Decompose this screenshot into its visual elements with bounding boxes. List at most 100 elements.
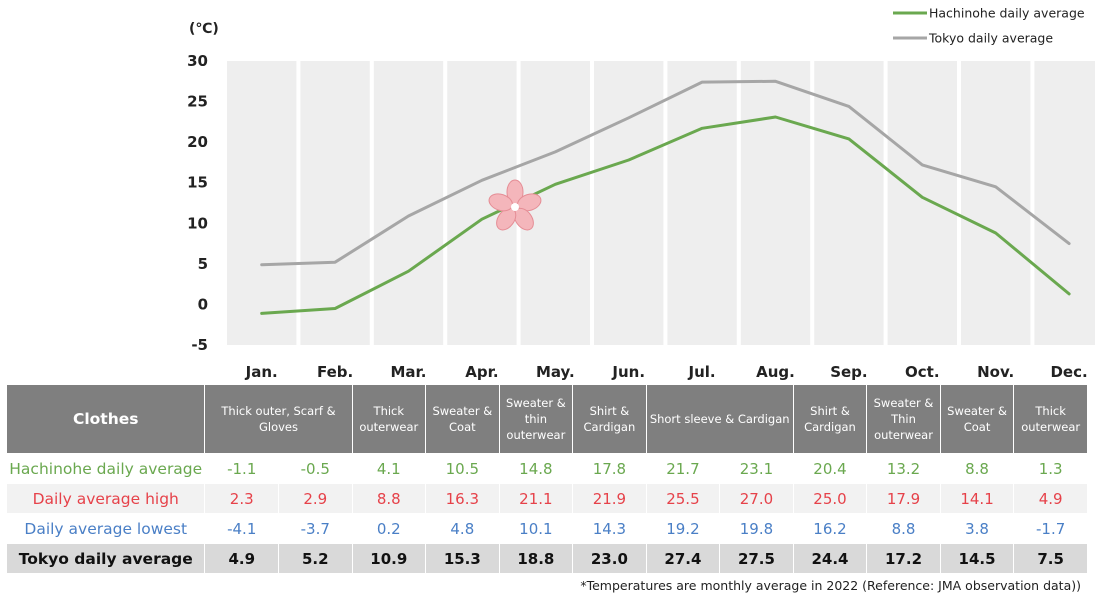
month-label: Mar.: [390, 363, 426, 381]
y-tick-label: 10: [187, 214, 208, 232]
y-axis-unit-label: (℃): [189, 21, 219, 37]
plot-column: [740, 61, 811, 345]
y-tick-label: 15: [187, 174, 208, 192]
row-label: Daily average lowest: [5, 513, 206, 544]
value-cell: 25.0: [792, 483, 868, 514]
value-cell: 3.8: [939, 513, 1015, 544]
month-label: Jun.: [611, 363, 645, 381]
month-label: Aug.: [756, 363, 795, 381]
table-row-hachi: Hachinohe daily average -1.1 -0.5 4.1 10.5 14…: [5, 453, 1088, 484]
row-label: Daily average high: [5, 483, 206, 514]
legend-label: Hachinohe daily average: [929, 6, 1085, 21]
value-cell: 19.2: [645, 513, 721, 544]
month-label: Sep.: [830, 363, 867, 381]
clothes-cell: Thick outerwear: [351, 384, 427, 454]
clothing-temperature-table: Clothes Thick outer, Scarf & Gloves Thick …: [5, 384, 1088, 574]
series-line-0: [260, 115, 1071, 315]
clothes-cell: Sweater & thin outerwear: [498, 384, 574, 454]
y-tick-label: 30: [187, 52, 208, 70]
y-tick-label: 5: [198, 255, 208, 273]
value-cell: -3.7: [278, 513, 353, 544]
value-cell: 27.0: [719, 483, 794, 514]
value-cell: 17.8: [572, 453, 647, 484]
value-cell: 8.8: [939, 453, 1015, 484]
plot-column: [227, 61, 297, 345]
row-label: Hachinohe daily average: [5, 453, 206, 484]
month-label: May.: [536, 363, 575, 381]
month-label: Nov.: [977, 363, 1014, 381]
plot-column: [594, 61, 664, 345]
value-cell: 1.3: [1013, 453, 1088, 484]
value-cell: 17.2: [866, 543, 941, 574]
value-cell: 2.9: [278, 483, 353, 514]
value-cell: 21.7: [645, 453, 721, 484]
value-cell: 23.1: [719, 453, 794, 484]
clothes-cell: Shirt & Cardigan: [572, 384, 647, 454]
value-cell: 14.8: [498, 453, 574, 484]
value-cell: -4.1: [204, 513, 279, 544]
y-tick-label: 0: [198, 295, 208, 313]
cherry-blossom-icon: [488, 179, 542, 231]
value-cell: 14.5: [939, 543, 1015, 574]
clothes-cell: Sweater & Coat: [425, 384, 500, 454]
clothes-cell: Short sleeve & Cardigan: [645, 384, 794, 454]
value-cell: 16.3: [425, 483, 500, 514]
value-cell: 19.8: [719, 513, 794, 544]
clothes-cell: Thick outerwear: [1013, 384, 1088, 454]
table-row-high: Daily average high 2.3 2.9 8.8 16.3 21.1 21.9 2…: [5, 483, 1088, 514]
series-layer: [260, 79, 1071, 315]
plot-column: [1034, 61, 1095, 345]
y-tick-label: -5: [191, 336, 208, 354]
value-cell: 21.1: [498, 483, 574, 514]
plot-column: [814, 61, 884, 345]
footnote: *Temperatures are monthly average in 202…: [580, 578, 1081, 593]
value-cell: 17.9: [866, 483, 941, 514]
clothes-header: Clothes: [5, 384, 206, 454]
plot-column: [961, 61, 1031, 345]
value-cell: 4.8: [425, 513, 500, 544]
table-row-low: Daily average lowest -4.1 -3.7 0.2 4.8 10.1 14…: [5, 513, 1088, 544]
clothes-cell: Sweater & Thin outerwear: [866, 384, 941, 454]
value-cell: 18.8: [498, 543, 574, 574]
value-cell: 21.9: [572, 483, 647, 514]
value-cell: -1.1: [204, 453, 279, 484]
clothes-cell: Shirt & Cardigan: [792, 384, 868, 454]
plot-column: [300, 61, 370, 345]
clothes-row: Clothes Thick outer, Scarf & Gloves Thick …: [5, 384, 1088, 454]
value-cell: 24.4: [792, 543, 868, 574]
value-cell: 16.2: [792, 513, 868, 544]
month-label: Jul.: [688, 363, 716, 381]
value-cell: 14.1: [939, 483, 1015, 514]
row-label: Tokyo daily average: [5, 543, 206, 574]
plot-column: [667, 61, 737, 345]
y-tick-label: 25: [187, 93, 208, 111]
value-cell: 4.9: [204, 543, 279, 574]
legend-label: Tokyo daily average: [928, 31, 1053, 46]
value-cell: 5.2: [278, 543, 353, 574]
value-cell: 14.3: [572, 513, 647, 544]
value-cell: 15.3: [425, 543, 500, 574]
month-label: Dec.: [1050, 363, 1087, 381]
month-labels: Jan. Feb. Mar. Apr. May. Jun. Jul. Aug. Sep. Oct.…: [245, 363, 1088, 381]
y-axis-ticks: 30 25 20 15 10 5 0 -5: [187, 52, 208, 354]
value-cell: 10.9: [351, 543, 427, 574]
value-cell: 10.1: [498, 513, 574, 544]
value-cell: -0.5: [278, 453, 353, 484]
value-cell: 25.5: [645, 483, 721, 514]
month-label: Feb.: [317, 363, 353, 381]
plot-column: [373, 61, 444, 345]
value-cell: 4.1: [351, 453, 427, 484]
value-cell: 27.4: [645, 543, 721, 574]
table-row-tokyo: Tokyo daily average 4.9 5.2 10.9 15.3 18.8 23.…: [5, 543, 1088, 574]
value-cell: 8.8: [351, 483, 427, 514]
value-cell: 8.8: [866, 513, 941, 544]
value-cell: 13.2: [866, 453, 941, 484]
legend: Hachinohe daily average Tokyo daily avera…: [893, 6, 1085, 46]
month-label: Jan.: [245, 363, 278, 381]
value-cell: 4.9: [1013, 483, 1088, 514]
value-cell: 7.5: [1013, 543, 1088, 574]
value-cell: -1.7: [1013, 513, 1088, 544]
y-tick-label: 20: [187, 133, 208, 151]
series-line-1: [260, 79, 1071, 267]
